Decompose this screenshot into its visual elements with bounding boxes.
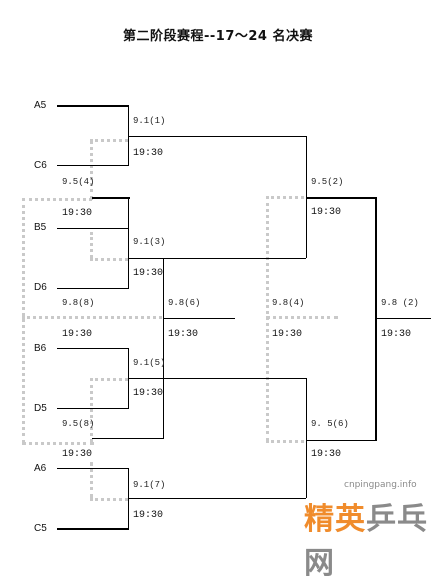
dotted-connector — [90, 258, 128, 261]
dotted-connector — [266, 440, 304, 443]
bracket-line — [128, 136, 306, 137]
dotted-connector — [90, 378, 128, 381]
match-date: 9.5(2) — [311, 177, 344, 187]
bracket-line — [128, 258, 306, 259]
dotted-connector — [22, 442, 94, 445]
team-label-c5: C5 — [34, 523, 47, 534]
match-date: 9.5(8) — [62, 419, 95, 429]
watermark-name-part1: 精英 — [304, 502, 366, 537]
team-label-a6: A6 — [34, 463, 47, 474]
bracket-line — [57, 468, 129, 469]
match-date: 9.8 (2) — [381, 298, 419, 308]
match-time: 19:30 — [62, 449, 93, 460]
dotted-connector — [90, 378, 93, 442]
dotted-connector — [90, 232, 93, 258]
site-watermark: cnpingpang.info 精英乒乓网 — [286, 480, 436, 581]
match-date: 9.1(1) — [133, 116, 166, 126]
bracket-line — [128, 105, 129, 165]
match-time: 19:30 — [133, 388, 164, 399]
dotted-connector — [90, 140, 93, 200]
match-time: 19:30 — [133, 268, 164, 279]
match-date: 9.5(4) — [62, 177, 95, 187]
match-time: 19:30 — [133, 510, 164, 521]
watermark-logo: 精英乒乓网 — [304, 494, 436, 582]
bracket-line — [306, 378, 307, 498]
watermark-url: cnpingpang.info — [344, 480, 417, 490]
team-label-d6: D6 — [34, 282, 47, 293]
team-label-d5: D5 — [34, 403, 47, 414]
bracket-line — [306, 440, 376, 441]
match-time: 19:30 — [62, 329, 93, 340]
page-title: 第二阶段赛程--17～24 名决赛 — [123, 29, 313, 44]
bracket-line — [163, 318, 235, 319]
bracket-line — [92, 197, 130, 199]
bracket-line — [375, 197, 377, 441]
bracket-line — [57, 348, 129, 349]
match-date: 9.8(4) — [272, 298, 305, 308]
team-label-b6: B6 — [34, 343, 47, 354]
bracket-line — [57, 408, 129, 409]
bracket-line — [57, 288, 129, 289]
bracket-line — [57, 528, 129, 530]
dotted-connector — [22, 198, 92, 201]
match-date: 9.8(6) — [168, 298, 201, 308]
match-time: 19:30 — [311, 449, 342, 460]
bracket-line — [128, 498, 306, 499]
match-date: 9.1(5) — [133, 358, 166, 368]
match-date: 9.1(7) — [133, 480, 166, 490]
match-time: 19:30 — [311, 207, 342, 218]
bracket-line — [57, 105, 129, 107]
bracket-line — [163, 378, 164, 438]
dotted-connector — [22, 316, 162, 319]
match-time: 19:30 — [168, 329, 199, 340]
dotted-connector — [22, 198, 25, 443]
dotted-connector — [266, 196, 304, 199]
bracket-line — [375, 318, 431, 319]
dotted-connector — [266, 316, 338, 319]
match-date: 9.8(8) — [62, 298, 95, 308]
match-time: 19:30 — [381, 329, 412, 340]
bracket-line — [57, 165, 129, 166]
team-label-b5: B5 — [34, 222, 47, 233]
bracket-line — [128, 378, 306, 379]
match-date: 9.1(3) — [133, 237, 166, 247]
dotted-connector — [90, 139, 128, 142]
team-label-c6: C6 — [34, 160, 47, 171]
dotted-connector — [90, 462, 93, 498]
match-time: 19:30 — [62, 208, 93, 219]
match-date: 9. 5(6) — [311, 419, 349, 429]
bracket-line — [306, 197, 376, 199]
bracket-diagram: 第二阶段赛程--17～24 名决赛 A5 C6 B5 D6 B6 D5 A — [22, 29, 436, 581]
bracket-line — [57, 228, 129, 229]
match-time: 19:30 — [133, 148, 164, 159]
match-time: 19:30 — [272, 329, 303, 340]
dotted-connector — [90, 498, 128, 501]
bracket-line — [128, 197, 129, 288]
team-label-a5: A5 — [34, 100, 47, 111]
bracket-line — [92, 438, 164, 439]
